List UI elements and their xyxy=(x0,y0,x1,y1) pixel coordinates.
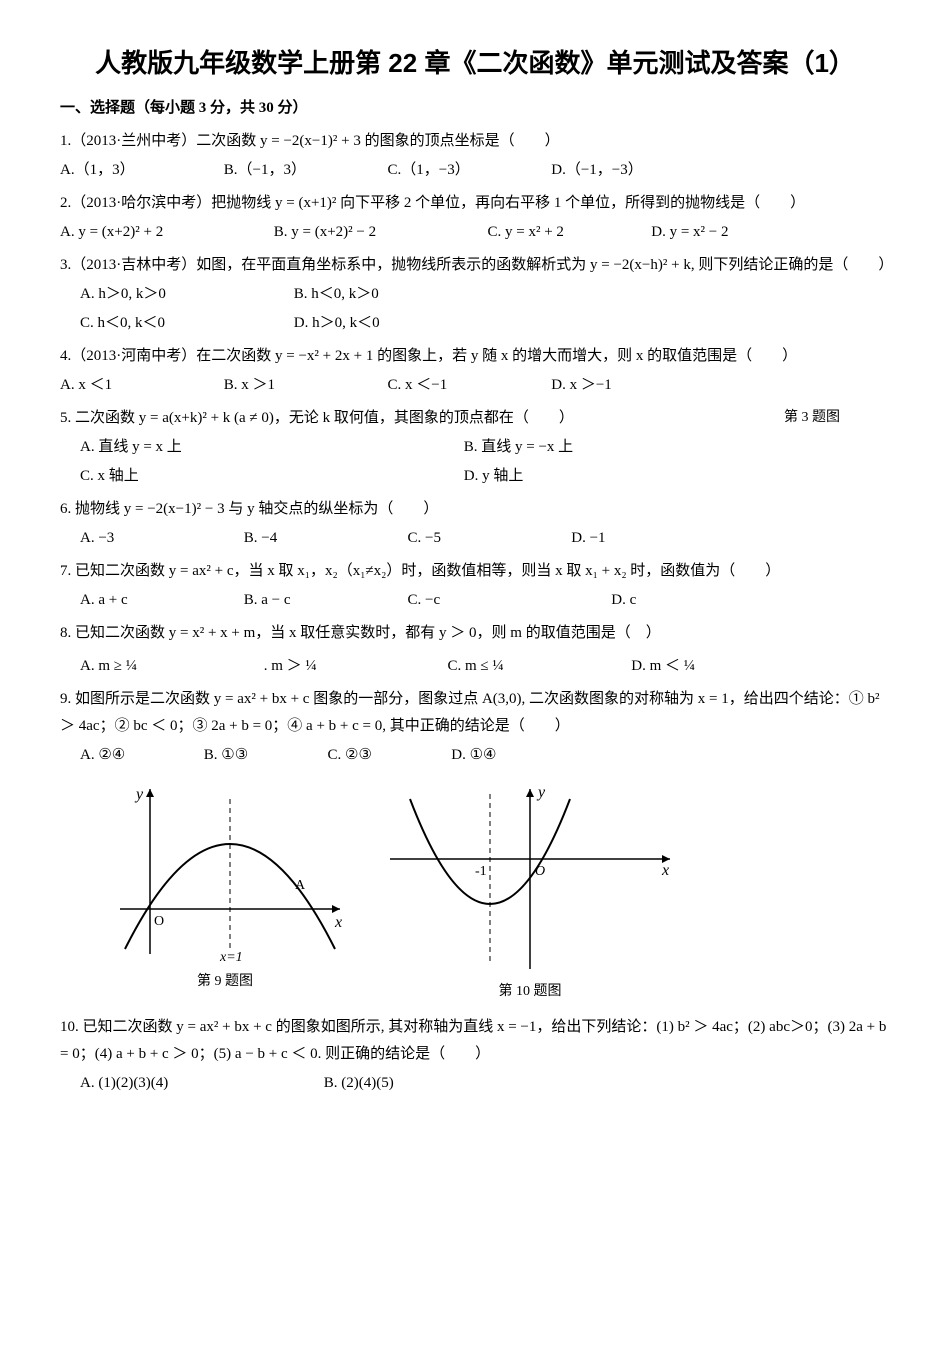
q8-opt-a: A. m ≥ ¼ xyxy=(80,653,260,680)
figure-10: y x O -1 第 10 题图 xyxy=(380,779,680,1004)
q6-stem: 6. 抛物线 y = −2(x−1)² − 3 与 y 轴交点的纵坐标为（ ） xyxy=(60,496,890,523)
q3-figure-label: 第 3 题图 xyxy=(784,405,840,430)
fig9-A-label: A xyxy=(295,878,306,893)
q1-opt-c: C.（1，−3） xyxy=(388,157,548,184)
q10-opt-b: B. (2)(4)(5) xyxy=(324,1070,394,1097)
q4-opt-a: A. x ＜1 xyxy=(60,372,220,399)
q4-opt-b: B. x ＞1 xyxy=(224,372,384,399)
q9-stem: 9. 如图所示是二次函数 y = ax² + bx + c 图象的一部分，图象过… xyxy=(60,686,890,740)
q10-options: A. (1)(2)(3)(4) B. (2)(4)(5) xyxy=(60,1070,890,1097)
q2-stem: 2.（2013·哈尔滨中考）把抛物线 y = (x+1)² 向下平移 2 个单位… xyxy=(60,190,890,217)
q3-options-row1: A. h＞0, k＞0 B. h＜0, k＞0 xyxy=(60,281,890,308)
fig9-axis-label: x=1 xyxy=(219,950,243,965)
q6-options: A. −3 B. −4 C. −5 D. −1 xyxy=(60,525,890,552)
fig9-x-label: x xyxy=(334,914,342,931)
q3-options-row2: C. h＜0, k＜0 D. h＞0, k＜0 xyxy=(60,310,890,337)
question-8: 8. 已知二次函数 y = x² + x + m，当 x 取任意实数时，都有 y… xyxy=(60,620,890,680)
figure-10-caption: 第 10 题图 xyxy=(380,979,680,1004)
q1-stem: 1.（2013·兰州中考）二次函数 y = −2(x−1)² + 3 的图象的顶… xyxy=(60,128,890,155)
question-9: 9. 如图所示是二次函数 y = ax² + bx + c 图象的一部分，图象过… xyxy=(60,686,890,1004)
q9-opt-d: D. ①④ xyxy=(451,742,496,769)
q8-opt-b: . m ＞ ¼ xyxy=(264,653,444,680)
figures-row: y x O A x=1 第 9 题图 y x xyxy=(100,779,890,1004)
figure-9-svg: y x O A x=1 xyxy=(100,779,350,969)
q7-opt-d: D. c xyxy=(611,587,636,614)
q5-opt-d: D. y 轴上 xyxy=(464,463,524,490)
fig10-y-label: y xyxy=(536,784,546,801)
q5-options-row1: A. 直线 y = x 上 B. 直线 y = −x 上 xyxy=(60,434,890,461)
question-4: 4.（2013·河南中考）在二次函数 y = −x² + 2x + 1 的图象上… xyxy=(60,343,890,399)
question-3: 3.（2013·吉林中考）如图，在平面直角坐标系中，抛物线所表示的函数解析式为 … xyxy=(60,252,890,337)
q9-opt-a: A. ②④ xyxy=(80,742,200,769)
q1-opt-a: A.（1，3） xyxy=(60,157,220,184)
q6-opt-c: C. −5 xyxy=(408,525,568,552)
q4-opt-d: D. x ＞−1 xyxy=(551,372,612,399)
q4-opt-c: C. x ＜−1 xyxy=(388,372,548,399)
q2-opt-c: C. y = x² + 2 xyxy=(488,219,648,246)
q7-options: A. a + c B. a − c C. −c D. c xyxy=(60,587,890,614)
q7-opt-a: A. a + c xyxy=(80,587,240,614)
fig10-x-label: x xyxy=(661,862,669,879)
fig9-O-label: O xyxy=(154,914,164,929)
q1-options: A.（1，3） B.（−1，3） C.（1，−3） D.（−1，−3） xyxy=(60,157,890,184)
q7-opt-b: B. a − c xyxy=(244,587,404,614)
question-5: 第 3 题图 5. 二次函数 y = a(x+k)² + k (a ≠ 0)，无… xyxy=(60,405,890,490)
q5-options-row2: C. x 轴上 D. y 轴上 xyxy=(60,463,890,490)
q9-options: A. ②④ B. ①③ C. ②③ D. ①④ xyxy=(60,742,890,769)
q5-opt-b: B. 直线 y = −x 上 xyxy=(464,434,573,461)
q7-stem: 7. 已知二次函数 y = ax² + c，当 x 取 x₁，x₂（x₁≠x₂）… xyxy=(60,558,890,585)
q6-opt-b: B. −4 xyxy=(244,525,404,552)
q7-opt-c: C. −c xyxy=(408,587,608,614)
q5-stem: 5. 二次函数 y = a(x+k)² + k (a ≠ 0)，无论 k 取何值… xyxy=(60,405,890,432)
q2-options: A. y = (x+2)² + 2 B. y = (x+2)² − 2 C. y… xyxy=(60,219,890,246)
q10-stem: 10. 已知二次函数 y = ax² + bx + c 的图象如图所示, 其对称… xyxy=(60,1014,890,1068)
q9-opt-c: C. ②③ xyxy=(328,742,448,769)
q5-opt-a: A. 直线 y = x 上 xyxy=(80,434,460,461)
q3-opt-b: B. h＜0, k＞0 xyxy=(294,281,379,308)
q6-opt-d: D. −1 xyxy=(571,525,605,552)
q5-opt-c: C. x 轴上 xyxy=(80,463,460,490)
fig10-neg1-label: -1 xyxy=(475,864,487,879)
question-6: 6. 抛物线 y = −2(x−1)² − 3 与 y 轴交点的纵坐标为（ ） … xyxy=(60,496,890,552)
q2-opt-b: B. y = (x+2)² − 2 xyxy=(274,219,484,246)
question-10: 10. 已知二次函数 y = ax² + bx + c 的图象如图所示, 其对称… xyxy=(60,1014,890,1097)
question-1: 1.（2013·兰州中考）二次函数 y = −2(x−1)² + 3 的图象的顶… xyxy=(60,128,890,184)
q4-stem: 4.（2013·河南中考）在二次函数 y = −x² + 2x + 1 的图象上… xyxy=(60,343,890,370)
figure-10-svg: y x O -1 xyxy=(380,779,680,979)
q2-opt-a: A. y = (x+2)² + 2 xyxy=(60,219,270,246)
section-1-header: 一、选择题（每小题 3 分，共 30 分） xyxy=(60,95,890,122)
q1-opt-b: B.（−1，3） xyxy=(224,157,384,184)
fig9-y-label: y xyxy=(134,786,144,803)
q9-opt-b: B. ①③ xyxy=(204,742,324,769)
q6-opt-a: A. −3 xyxy=(80,525,240,552)
q3-opt-a: A. h＞0, k＞0 xyxy=(80,281,290,308)
q4-options: A. x ＜1 B. x ＞1 C. x ＜−1 D. x ＞−1 xyxy=(60,372,890,399)
figure-9: y x O A x=1 第 9 题图 xyxy=(100,779,350,994)
q8-opt-d: D. m ＜ ¼ xyxy=(631,653,695,680)
question-7: 7. 已知二次函数 y = ax² + c，当 x 取 x₁，x₂（x₁≠x₂）… xyxy=(60,558,890,614)
q1-opt-d: D.（−1，−3） xyxy=(551,157,711,184)
q2-opt-d: D. y = x² − 2 xyxy=(651,219,728,246)
question-2: 2.（2013·哈尔滨中考）把抛物线 y = (x+1)² 向下平移 2 个单位… xyxy=(60,190,890,246)
q8-stem: 8. 已知二次函数 y = x² + x + m，当 x 取任意实数时，都有 y… xyxy=(60,620,890,647)
page-title: 人教版九年级数学上册第 22 章《二次函数》单元测试及答案（1） xyxy=(60,40,890,87)
q3-opt-d: D. h＞0, k＜0 xyxy=(294,310,380,337)
q8-options: A. m ≥ ¼ . m ＞ ¼ C. m ≤ ¼ D. m ＜ ¼ xyxy=(60,653,890,680)
q10-opt-a: A. (1)(2)(3)(4) xyxy=(80,1070,320,1097)
fig10-O-label: O xyxy=(535,864,545,879)
q8-opt-c: C. m ≤ ¼ xyxy=(448,653,628,680)
figure-9-caption: 第 9 题图 xyxy=(100,969,350,994)
q3-opt-c: C. h＜0, k＜0 xyxy=(80,310,290,337)
q3-stem: 3.（2013·吉林中考）如图，在平面直角坐标系中，抛物线所表示的函数解析式为 … xyxy=(60,252,890,279)
